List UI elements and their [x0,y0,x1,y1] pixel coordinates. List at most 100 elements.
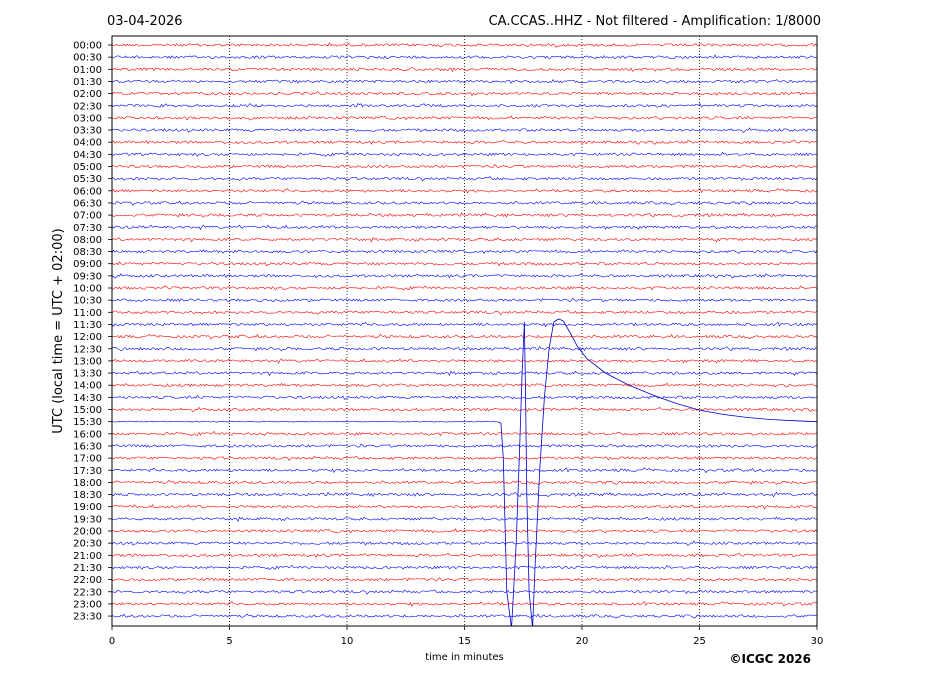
row-label: 22:00 [73,575,102,586]
x-tick-label: 25 [693,636,706,647]
trace-0300 [112,115,817,121]
x-axis-label: time in minutes [425,652,504,663]
row-label: 17:30 [73,466,102,477]
trace-1000 [112,285,817,291]
x-tick-label: 5 [226,636,232,647]
trace-1300 [112,358,817,364]
trace-1030 [112,297,817,302]
x-tick-label: 15 [458,636,471,647]
trace-0800 [112,236,817,243]
trace-0600 [112,188,817,194]
row-label: 15:00 [73,405,102,416]
row-label: 07:00 [73,211,102,222]
trace-0130 [112,79,817,85]
row-label: 04:30 [73,150,102,161]
trace-0500 [112,164,817,169]
row-label: 13:00 [73,356,102,367]
row-label: 11:00 [73,308,102,319]
trace-0400 [112,139,817,145]
traces-group [112,42,817,626]
row-label: 14:00 [73,381,102,392]
trace-1800 [112,479,817,486]
row-label: 07:30 [73,223,102,234]
row-label: 05:00 [73,162,102,173]
trace-0730 [112,224,817,231]
row-label: 10:00 [73,284,102,295]
row-label: 13:30 [73,369,102,380]
trace-1900 [112,504,817,510]
trace-1600 [112,431,817,437]
row-label: 14:30 [73,393,102,404]
trace-2230 [112,589,817,595]
y-axis-label: UTC (local time = UTC + 02:00) [51,228,66,433]
trace-0830 [112,248,817,254]
trace-2030 [112,540,817,546]
trace-0930 [112,273,817,279]
row-label: 06:30 [73,198,102,209]
row-label: 08:00 [73,235,102,246]
trace-1930 [112,516,817,522]
row-label: 20:00 [73,527,102,538]
trace-0200 [112,91,817,97]
row-label: 06:00 [73,186,102,197]
trace-1330 [112,370,817,377]
trace-0630 [112,200,817,206]
trace-1630 [112,443,817,449]
trace-2000 [112,528,817,534]
row-label: 21:00 [73,551,102,562]
row-label: 05:30 [73,174,102,185]
copyright-label: ©ICGC 2026 [729,652,811,666]
x-tick-label: 10 [341,636,354,647]
row-label: 00:00 [73,41,102,52]
row-label: 15:30 [73,417,102,428]
x-tick-label: 30 [811,636,824,647]
row-label: 12:30 [73,344,102,355]
row-label: 19:30 [73,514,102,525]
trace-2130 [112,564,817,570]
row-label: 10:30 [73,296,102,307]
trace-0900 [112,261,817,267]
row-label: 03:30 [73,126,102,137]
row-label: 20:30 [73,539,102,550]
row-label: 04:00 [73,138,102,149]
trace-1530 [112,420,498,423]
row-label: 11:30 [73,320,102,331]
row-label: 18:30 [73,490,102,501]
row-label: 01:30 [73,77,102,88]
row-label: 21:30 [73,563,102,574]
trace-1430 [112,394,817,400]
row-label: 09:00 [73,259,102,270]
row-label: 16:00 [73,429,102,440]
trace-2330 [112,613,817,619]
row-label: 23:30 [73,612,102,623]
trace-1400 [112,382,817,388]
row-label: 03:00 [73,113,102,124]
row-label: 12:00 [73,332,102,343]
trace-2300 [112,601,817,607]
trace-1100 [112,309,817,316]
trace-0000 [112,42,817,48]
row-label: 22:30 [73,587,102,598]
date-label: 03-04-2026 [107,14,183,29]
row-label: 16:30 [73,441,102,452]
row-label: 00:30 [73,53,102,64]
trace-0030 [112,54,817,60]
trace-0330 [112,127,817,133]
trace-0530 [112,176,817,182]
row-label: 18:00 [73,478,102,489]
trace-2200 [112,577,817,582]
trace-0230 [112,103,817,108]
trace-0430 [112,151,817,157]
x-tick-label: 0 [109,636,115,647]
trace-0700 [112,212,817,218]
x-tick-label: 20 [576,636,589,647]
row-label: 19:00 [73,502,102,513]
event-trace [497,318,817,626]
row-label: 08:30 [73,247,102,258]
trace-1130 [112,321,817,328]
trace-0100 [112,67,817,73]
row-label: 09:30 [73,271,102,282]
trace-1830 [112,491,817,498]
